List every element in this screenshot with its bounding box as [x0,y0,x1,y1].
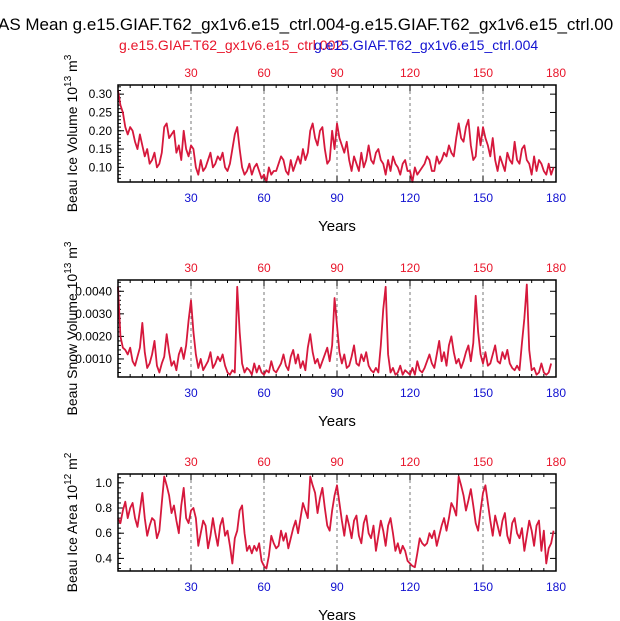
y-tick-label: 0.15 [89,142,113,156]
plot-frame [117,473,557,572]
y-tick-label: 0.0040 [75,284,112,298]
y-tick-label: 0.0020 [75,329,112,343]
x-tick-label-top: 120 [400,66,420,80]
x-tick-label-top: 30 [184,66,198,80]
x-tick-label-bottom: 60 [257,580,271,594]
x-tick-label-top: 120 [400,455,420,469]
x-tick-label-bottom: 30 [184,191,198,205]
series-line [117,283,553,376]
legend-label-blue: g.e15.GIAF.T62_gx1v6.e15_ctrl.004 [314,37,538,53]
x-tick-label-bottom: 120 [400,191,420,205]
x-tick-label-top: 150 [473,455,493,469]
y-tick-label: 1.0 [95,476,112,490]
x-tick-label-bottom: 30 [184,580,198,594]
x-tick-label-bottom: 90 [330,386,344,400]
y-tick-label: 0.20 [89,124,113,138]
chart-panel-3: 0.4 0.6 0.8 1.0 30 30 60 60 90 90 120 120 150 150 180 1… [63,452,566,621]
x-tick-label-top: 30 [184,261,198,275]
x-tick-label-bottom: 90 [330,580,344,594]
plot-frame [117,279,557,378]
x-tick-label-top: 180 [546,261,566,275]
x-tick-label-top: 120 [400,261,420,275]
x-tick-label-bottom: 180 [546,386,566,400]
x-tick-label-top: 180 [546,455,566,469]
x-tick-label-bottom: 120 [400,580,420,594]
y-tick-label: 0.30 [89,87,113,101]
y-tick-label: 0.8 [95,501,112,515]
x-axis-label: Years [318,413,356,430]
plot-frame [117,84,557,183]
x-tick-label-bottom: 90 [330,191,344,205]
y-tick-label: 0.6 [95,526,112,540]
x-tick-label-top: 90 [330,455,344,469]
x-tick-label-bottom: 60 [257,191,271,205]
x-tick-label-top: 60 [257,455,271,469]
y-tick-label: 0.0010 [75,352,112,366]
x-axis-label: Years [318,607,356,621]
y-tick-label: 0.4 [95,551,112,565]
chart-title: AS Mean g.e15.GIAF.T62_gx1v6.e15_ctrl.00… [0,15,613,34]
x-tick-label-top: 60 [257,261,271,275]
chart-panel-1: 0.10 0.15 0.20 0.25 0.30 30 30 60 60 90 90 120 120 15… [63,54,566,235]
x-tick-label-bottom: 120 [400,386,420,400]
x-tick-label-bottom: 150 [473,191,493,205]
x-tick-label-top: 90 [330,261,344,275]
x-tick-label-top: 30 [184,455,198,469]
x-tick-label-top: 150 [473,261,493,275]
x-axis-label: Years [318,218,356,235]
x-tick-label-bottom: 60 [257,386,271,400]
x-tick-label-bottom: 30 [184,386,198,400]
y-axis-label: Beau Ice Volume 1013 m3 [63,54,80,212]
y-tick-label: 0.25 [89,105,113,119]
x-tick-label-top: 180 [546,66,566,80]
legend-label-red: g.e15.GIAF.T62_gx1v6.e15_ctrl.002 [119,37,343,53]
x-tick-label-top: 90 [330,66,344,80]
x-tick-label-bottom: 150 [473,386,493,400]
series-line [117,90,555,183]
y-tick-label: 0.10 [89,160,113,174]
y-axis-label: Beau Snow Volume 1013 m3 [63,241,80,415]
x-tick-label-bottom: 150 [473,580,493,594]
series-line [117,475,555,570]
x-tick-label-top: 60 [257,66,271,80]
y-axis-label: Beau Ice Area 1012 m2 [63,452,80,592]
x-tick-label-bottom: 180 [546,191,566,205]
y-tick-label: 0.0030 [75,307,112,321]
x-tick-label-top: 150 [473,66,493,80]
chart-panel-2: 0.0010 0.0020 0.0030 0.0040 30 30 60 60 90 90 120 1… [63,241,566,430]
x-tick-label-bottom: 180 [546,580,566,594]
